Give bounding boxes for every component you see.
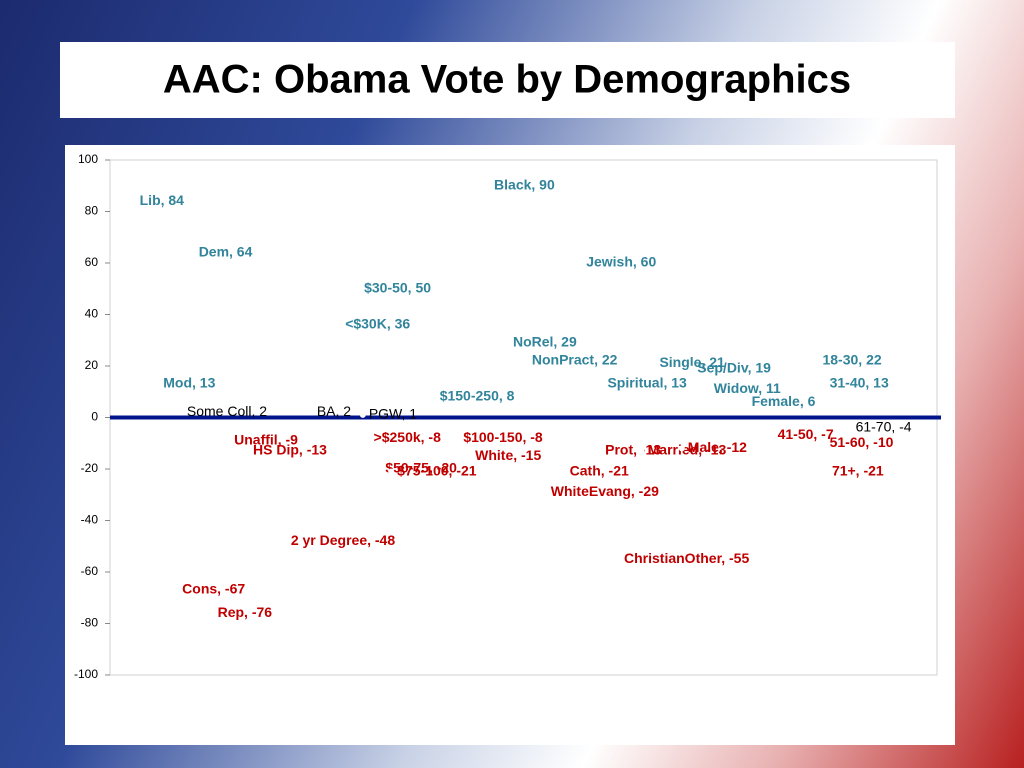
- point: [466, 453, 473, 460]
- point: [522, 357, 529, 364]
- data-label: Widow, 11: [714, 380, 781, 396]
- data-label: Cath, -21: [570, 462, 629, 478]
- data-label: Dem, 64: [199, 243, 253, 259]
- data-label: $100-150, -8: [463, 429, 543, 445]
- point: [336, 321, 343, 328]
- data-label: Mod, 13: [163, 375, 215, 391]
- point: [244, 447, 251, 454]
- y-tick-label: -20: [81, 461, 99, 475]
- data-label: >$250k, -8: [374, 429, 442, 445]
- data-label: $75-100, -21: [397, 462, 477, 478]
- data-label: 31-40, 13: [830, 375, 889, 391]
- point: [615, 556, 622, 563]
- point: [307, 409, 314, 416]
- point: [281, 538, 288, 545]
- data-label: HS Dip, -13: [253, 442, 327, 458]
- point: [225, 437, 232, 444]
- data-label: Spiritual, 13: [607, 375, 687, 391]
- data-label: 51-60, -10: [830, 434, 894, 450]
- point: [173, 587, 180, 594]
- y-tick-label: 0: [91, 410, 98, 424]
- point: [177, 409, 184, 416]
- point: [678, 445, 685, 452]
- point: [388, 468, 395, 475]
- point: [541, 489, 548, 496]
- data-label: NonPract, 22: [532, 352, 618, 368]
- point: [560, 468, 567, 475]
- y-tick-label: 60: [85, 255, 99, 269]
- data-label: 71+, -21: [832, 462, 884, 478]
- point: [130, 198, 137, 205]
- point: [208, 610, 215, 617]
- data-label: NoRel, 29: [513, 334, 577, 350]
- data-label: <$30K, 36: [345, 316, 410, 332]
- y-tick-label: 80: [85, 204, 99, 218]
- y-tick-label: 20: [85, 358, 99, 372]
- point: [376, 466, 383, 472]
- point: [846, 424, 853, 431]
- point: [598, 381, 605, 388]
- data-label: Cons, -67: [182, 581, 245, 597]
- point: [742, 399, 749, 406]
- data-label: 2 yr Degree, -48: [291, 532, 395, 548]
- data-label: Married, -13: [648, 442, 727, 458]
- point: [454, 435, 461, 442]
- point: [813, 357, 820, 364]
- point: [704, 386, 711, 393]
- data-label: $50-75, -20: [385, 460, 457, 476]
- y-tick-label: 40: [85, 307, 99, 321]
- data-label: White, -15: [475, 447, 541, 463]
- data-label: BA, 2: [317, 403, 351, 419]
- data-label: 18-30, 22: [822, 352, 881, 368]
- point: [822, 468, 829, 475]
- title-box: [60, 42, 955, 118]
- data-label: Female, 6: [752, 393, 816, 409]
- point: [359, 411, 366, 418]
- data-label: Sep/Div, 19: [697, 359, 771, 375]
- y-tick-label: 100: [78, 152, 98, 166]
- data-label: Jewish, 60: [586, 254, 656, 270]
- point: [820, 440, 827, 447]
- y-tick-label: -40: [81, 513, 99, 527]
- point: [154, 381, 161, 388]
- point: [596, 447, 603, 454]
- data-label: PGW, 1: [369, 406, 417, 422]
- data-label: Lib, 84: [140, 192, 185, 208]
- y-tick-label: -80: [81, 616, 99, 630]
- data-label: Prot, -13: [605, 442, 661, 458]
- point: [768, 432, 775, 439]
- point: [503, 339, 510, 346]
- data-label: Unaffil, -9: [234, 431, 298, 447]
- point: [638, 447, 645, 454]
- point: [650, 360, 657, 367]
- data-label: Single, 21: [659, 354, 725, 370]
- data-label: WhiteEvang, -29: [551, 483, 659, 499]
- data-label: $30-50, 50: [364, 279, 431, 295]
- point: [189, 249, 196, 256]
- data-label: Some Coll, 2: [187, 403, 267, 419]
- point: [355, 285, 362, 292]
- point: [820, 381, 827, 388]
- y-tick-label: -60: [81, 564, 99, 578]
- data-label: ChristianOther, -55: [624, 550, 749, 566]
- point: [577, 260, 584, 266]
- data-label: Black, 90: [494, 176, 555, 192]
- point: [688, 365, 695, 372]
- data-label: 41-50, -7: [778, 426, 834, 442]
- data-label: $150-250, 8: [440, 388, 515, 404]
- point: [430, 393, 437, 400]
- y-tick-label: -100: [74, 667, 98, 681]
- point: [364, 435, 371, 442]
- chart-title: AAC: Obama Vote by Demographics: [163, 58, 851, 102]
- point: [485, 182, 492, 189]
- data-label: Rep, -76: [218, 604, 273, 620]
- data-label: 61-70, -4: [856, 419, 912, 435]
- data-label: Male, -12: [688, 439, 747, 455]
